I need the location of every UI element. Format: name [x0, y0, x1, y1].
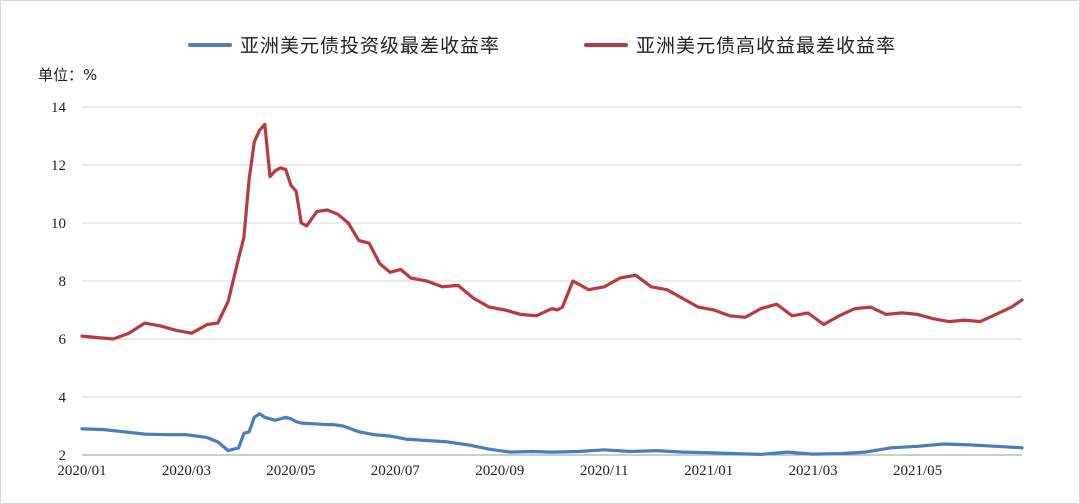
legend-label-investment-grade: 亚洲美元债投资级最差收益率: [240, 35, 500, 57]
x-tick-label-2021-05: 2021/05: [893, 463, 942, 479]
y-tick-label-12: 12: [51, 158, 66, 174]
series-lines: [80, 122, 1024, 456]
y-axis-ticks: 2 4 6 8 10 12 14: [51, 100, 67, 464]
y-tick-label-8: 8: [59, 274, 67, 290]
y-tick-label-2: 2: [59, 448, 67, 464]
y-tick-label-6: 6: [59, 332, 67, 348]
x-tick-label-2020-09: 2020/09: [475, 463, 524, 479]
x-tick-label-2020-05: 2020/05: [266, 463, 315, 479]
x-axis-ticks: 2020/01 2020/03 2020/05 2020/07 2020/09 2020/…: [57, 463, 942, 479]
x-tick-label-2020-01: 2020/01: [57, 463, 106, 479]
legend: 亚洲美元债投资级最差收益率 亚洲美元债高收益最差收益率: [188, 35, 896, 57]
x-tick-label-2021-03: 2021/03: [789, 463, 838, 479]
series-line-investment-grade: [80, 412, 1024, 456]
unit-label: 单位：%: [38, 66, 97, 84]
x-tick-label-2021-01: 2021/01: [684, 463, 733, 479]
x-tick-label-2020-11: 2020/11: [580, 463, 629, 479]
x-tick-label-2020-03: 2020/03: [162, 463, 211, 479]
legend-label-high-yield: 亚洲美元债高收益最差收益率: [636, 35, 896, 57]
series-line-high-yield: [80, 122, 1024, 341]
x-tick-label-2020-07: 2020/07: [371, 463, 421, 479]
y-tick-label-4: 4: [59, 390, 67, 406]
y-tick-label-10: 10: [51, 216, 66, 232]
y-tick-label-14: 14: [51, 100, 67, 116]
gridlines: [82, 106, 1022, 456]
